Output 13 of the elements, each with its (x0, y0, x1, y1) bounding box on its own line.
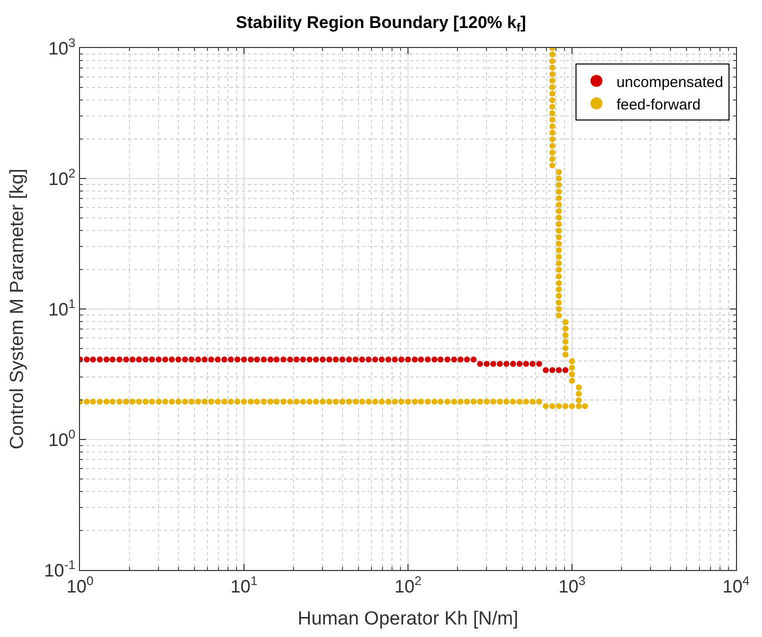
y-tick-label: 10$^{1}$ (48, 296, 76, 320)
y-tick-label: 10$^{2}$ (48, 166, 76, 189)
legend-label: feed-forward (616, 96, 701, 114)
y-tick-label: 10$^{3}$ (48, 36, 76, 58)
legend-label: uncompensated (616, 74, 724, 91)
y-axis-title: Control System M Parameter [kg] (7, 168, 28, 450)
x-axis-title: Human Operator Kh [N/m] (298, 608, 518, 630)
y-tick-label: 10$^{0}$ (48, 427, 76, 450)
chart-title: Stability Region Boundary [120% k$_{f}$] (236, 12, 526, 34)
x-tick-label: 10$^{3}$ (558, 574, 586, 597)
x-tick-label: 10$^{1}$ (230, 574, 258, 597)
x-tick-label: 10$^{4}$ (722, 574, 750, 597)
x-tick-label: 10$^{2}$ (394, 574, 422, 597)
